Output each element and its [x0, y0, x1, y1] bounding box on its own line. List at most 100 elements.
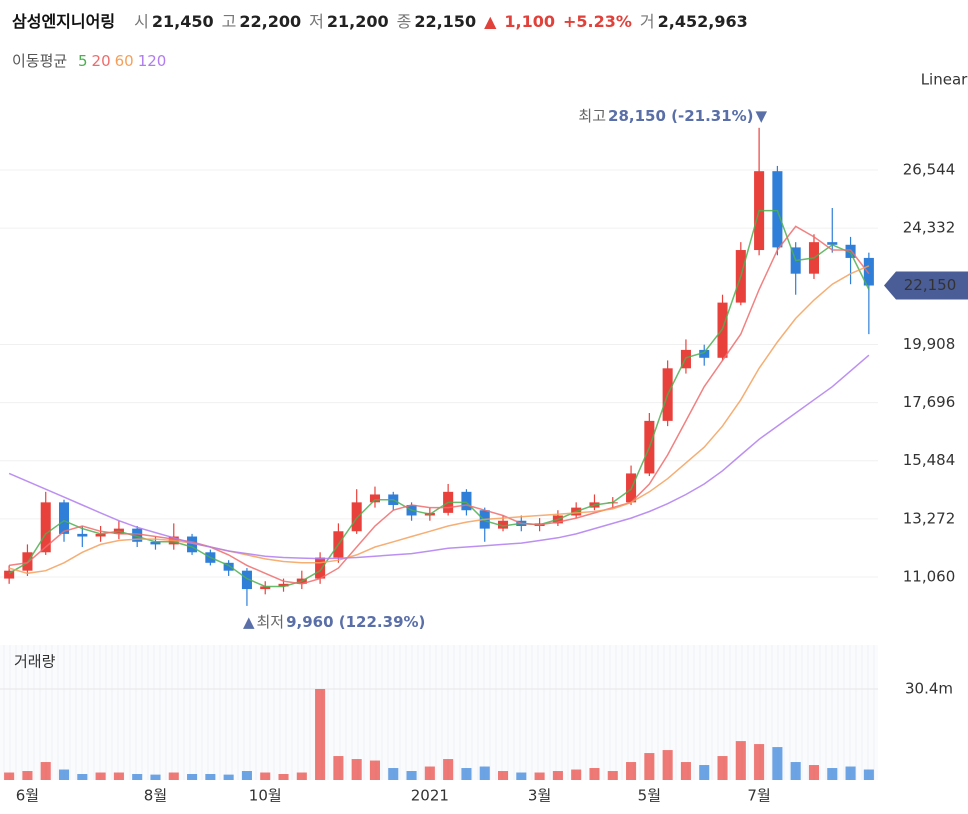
volume-bar [260, 772, 271, 780]
x-tick-label: 8월 [144, 787, 167, 805]
volume-bar [296, 772, 307, 780]
volume-bar [662, 750, 673, 780]
volume-bar [150, 774, 161, 780]
candle-body [40, 502, 51, 553]
volume-bar [205, 774, 216, 780]
volume-bar [772, 747, 783, 780]
candle-body [241, 570, 252, 590]
ma-legend-item: 60 [114, 52, 134, 70]
volume-bar [497, 771, 509, 780]
x-tick-label: 6월 [16, 787, 39, 805]
candle-body [351, 502, 362, 532]
volume-bar [790, 762, 801, 780]
candle-body [827, 242, 838, 245]
volume-bar [187, 774, 198, 780]
candle-body [260, 586, 271, 590]
y-tick-label: 17,696 [903, 393, 956, 411]
candle-body [278, 583, 289, 587]
volume-panel [0, 645, 878, 780]
volume-bar [699, 765, 710, 780]
candle-body [699, 349, 710, 358]
x-tick-label: 7월 [747, 787, 770, 805]
annotation: ▲ 최저 9,960 (122.39%) [243, 612, 425, 630]
ma-line [8, 265, 870, 575]
x-tick-label: 10월 [249, 787, 282, 805]
volume-bar [95, 772, 106, 780]
volume-bar [241, 771, 252, 780]
volume-bar [534, 772, 545, 780]
volume-bar [369, 760, 381, 780]
volume-bar [424, 766, 435, 780]
annotation-label: 최저 [256, 612, 284, 630]
volume-bar [808, 765, 820, 780]
volume-bar [516, 772, 527, 780]
ma-label: 이동평균 [12, 52, 68, 70]
annotation-text: 28,150 (-21.31%) [608, 106, 754, 124]
volume-bar [132, 774, 143, 780]
x-tick-label: 2021 [411, 787, 449, 805]
ma-line [8, 225, 870, 585]
volume-title: 거래량 [14, 653, 56, 671]
quote-header: 삼성엔지니어링 시 21,450 고 22,200 저 21,200 종 22,150 ▲ 1,1… [12, 8, 756, 32]
stock-name: 삼성엔지니어링 [12, 12, 116, 31]
ma-legend-item: 20 [91, 52, 111, 70]
candle-body [315, 557, 326, 579]
volume-bar [113, 772, 124, 780]
candle-body [461, 491, 472, 511]
ma-legend-item: 5 [77, 52, 88, 70]
candle-body [772, 171, 783, 248]
candle-body [132, 528, 143, 542]
volume-bar [735, 741, 746, 780]
annotation-label: 최고 [578, 106, 606, 124]
volume-bar [479, 766, 490, 780]
candle-body [4, 570, 15, 579]
candle-body [95, 533, 106, 537]
scale-label: Linear [921, 71, 968, 89]
volume-bar [333, 756, 344, 780]
candle-body [187, 536, 198, 553]
volume-bar [168, 772, 179, 780]
price-change: +5.23% [563, 12, 632, 31]
volume-bar [717, 756, 728, 780]
ma-legend: 이동평균 5 20 60 120 [12, 50, 170, 71]
annotation-text: 9,960 (122.39%) [286, 612, 425, 630]
candle-body [863, 257, 874, 286]
y-tick-label: 13,272 [903, 509, 956, 527]
volume-value: 2,452,963 [657, 12, 748, 31]
volume-bar [680, 762, 691, 780]
candle-body [845, 244, 856, 258]
quote-label: 시 [134, 12, 149, 31]
candle-body [150, 541, 161, 545]
volume-bar [863, 769, 874, 780]
volume-bar [589, 768, 600, 780]
last-price-label: 22,150 [904, 276, 957, 294]
quote-value: 22,200 [239, 12, 302, 31]
y-tick-label: 15,484 [903, 451, 956, 469]
annotation: 최고 28,150 (-21.31%) ▼ [578, 106, 767, 124]
volume-bar [827, 768, 838, 780]
candle-body [223, 562, 234, 571]
volume-bar [315, 689, 326, 780]
candle-body [58, 502, 70, 534]
annotation-marker: ▲ [243, 612, 255, 630]
price-change: ▲ [484, 12, 497, 31]
x-tick-label: 3월 [528, 787, 551, 805]
candle-body [77, 533, 88, 537]
y-tick-label: 19,908 [903, 335, 956, 353]
quote-label: 고 [221, 12, 237, 31]
volume-bar [607, 771, 618, 780]
volume-bar [644, 753, 655, 780]
quote-value: 22,150 [414, 12, 477, 31]
volume-bar [77, 774, 88, 780]
price-change: 1,100 [504, 12, 555, 31]
volume-bar [4, 772, 15, 780]
y-tick-label: 26,544 [903, 161, 956, 179]
quote-label: 종 [396, 12, 412, 31]
volume-bar [22, 771, 33, 780]
volume-bar [388, 768, 399, 780]
quote-value: 21,200 [326, 12, 389, 31]
volume-label: 거 [639, 12, 655, 31]
volume-bar [406, 771, 417, 780]
volume-bar [58, 769, 70, 780]
